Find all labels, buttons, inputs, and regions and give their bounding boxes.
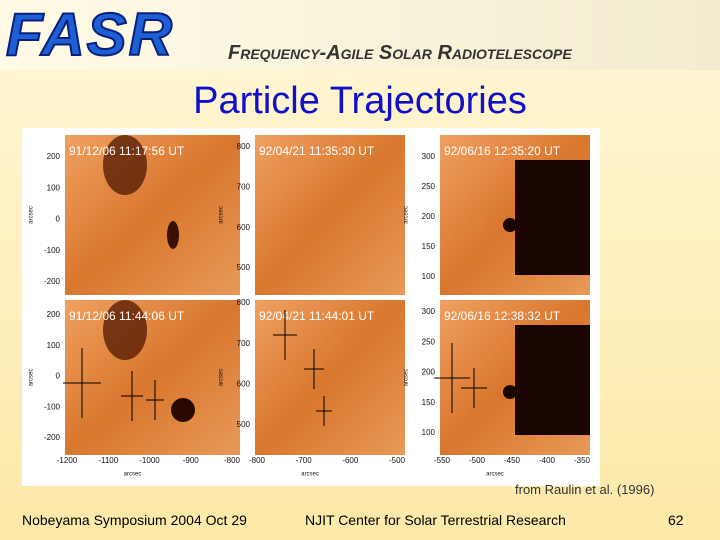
x-tick-label: -900	[183, 456, 200, 465]
solar-image	[65, 135, 240, 295]
y-tick-label: 150	[422, 242, 436, 251]
panel-label: 92/04/21 11:35:30 UT	[259, 144, 375, 158]
y-axis-label: arcsec	[219, 369, 225, 387]
sunspot	[503, 385, 517, 399]
footer-left: Nobeyama Symposium 2004 Oct 29	[22, 512, 247, 528]
y-tick-label: 500	[237, 263, 251, 272]
solar-image	[255, 135, 405, 295]
y-tick-label: 200	[422, 368, 436, 377]
y-tick-label: 800	[237, 298, 251, 307]
x-tick-label: -800	[224, 456, 241, 465]
y-axis-label: arcsec	[29, 369, 35, 387]
panel-label: 92/04/21 11:44:01 UT	[259, 309, 375, 323]
sunspot	[167, 221, 179, 249]
x-tick-label: -600	[342, 456, 359, 465]
y-tick-label: 100	[422, 428, 436, 437]
x-axis-label: arcsec	[486, 472, 504, 478]
dark-region	[515, 160, 590, 275]
y-tick-label: 300	[422, 307, 436, 316]
caption: from Raulin et al. (1996)	[515, 482, 655, 497]
y-tick-label: 300	[422, 152, 436, 161]
y-tick-label: 200	[47, 152, 61, 161]
x-tick-label: -700	[296, 456, 313, 465]
x-tick-label: -1200	[57, 456, 78, 465]
footer-right: 62	[668, 512, 684, 528]
banner: FASR Frequency-Agile Solar Radiotelescop…	[0, 0, 720, 70]
subtitle: Frequency-Agile Solar Radiotelescope	[228, 42, 572, 64]
dark-region	[103, 135, 147, 195]
y-axis-label: arcsec	[29, 206, 35, 224]
y-tick-label: 0	[56, 372, 61, 381]
x-tick-label: -500	[469, 456, 486, 465]
y-tick-label: 600	[237, 379, 251, 388]
footer-center: NJIT Center for Solar Terrestrial Resear…	[305, 512, 566, 528]
dark-region	[103, 300, 147, 360]
x-tick-label: -450	[504, 456, 521, 465]
y-tick-label: 100	[422, 272, 436, 281]
y-tick-label: 150	[422, 398, 436, 407]
panel-label: 91/12/06 11:44:06 UT	[69, 309, 185, 323]
x-tick-label: -500	[389, 456, 406, 465]
y-tick-label: 0	[56, 215, 61, 224]
sunspot	[503, 218, 517, 232]
y-tick-label: 100	[47, 183, 61, 192]
y-tick-label: -200	[44, 277, 61, 286]
panel-label: 92/06/16 12:38:32 UT	[444, 309, 561, 323]
y-tick-label: 250	[422, 182, 436, 191]
x-axis-label: arcsec	[124, 472, 142, 478]
y-tick-label: 500	[237, 420, 251, 429]
y-tick-label: -100	[44, 246, 61, 255]
y-tick-label: 600	[237, 223, 251, 232]
y-tick-label: 700	[237, 339, 251, 348]
y-axis-label: arcsec	[219, 206, 225, 224]
x-tick-label: -350	[574, 456, 591, 465]
y-tick-label: 700	[237, 182, 251, 191]
y-tick-label: 100	[47, 341, 61, 350]
y-tick-label: 200	[422, 212, 436, 221]
logo: FASR	[5, 0, 175, 69]
x-tick-label: -400	[539, 456, 556, 465]
sunspot	[171, 398, 195, 422]
x-tick-label: -800	[249, 456, 266, 465]
slide-title: Particle Trajectories	[193, 80, 527, 122]
y-tick-label: 250	[422, 337, 436, 346]
x-tick-label: -550	[434, 456, 451, 465]
x-tick-label: -1000	[139, 456, 160, 465]
solar-image	[65, 300, 240, 455]
figure: 91/12/06 11:17:56 UT 200 100 0 -100 -200 arcse…	[22, 128, 600, 486]
y-tick-label: 200	[47, 310, 61, 319]
panel-label: 92/06/16 12:35:20 UT	[444, 144, 561, 158]
solar-image	[255, 300, 405, 455]
dark-region	[515, 325, 590, 435]
panel-label: 91/12/06 11:17:56 UT	[69, 144, 185, 158]
x-axis-label: arcsec	[301, 472, 319, 478]
y-tick-label: -100	[44, 402, 61, 411]
y-tick-label: 800	[237, 142, 251, 151]
x-tick-label: -1100	[98, 456, 118, 465]
y-axis-label: arcsec	[404, 369, 410, 387]
y-axis-label: arcsec	[404, 206, 410, 224]
y-tick-label: -200	[44, 433, 61, 442]
